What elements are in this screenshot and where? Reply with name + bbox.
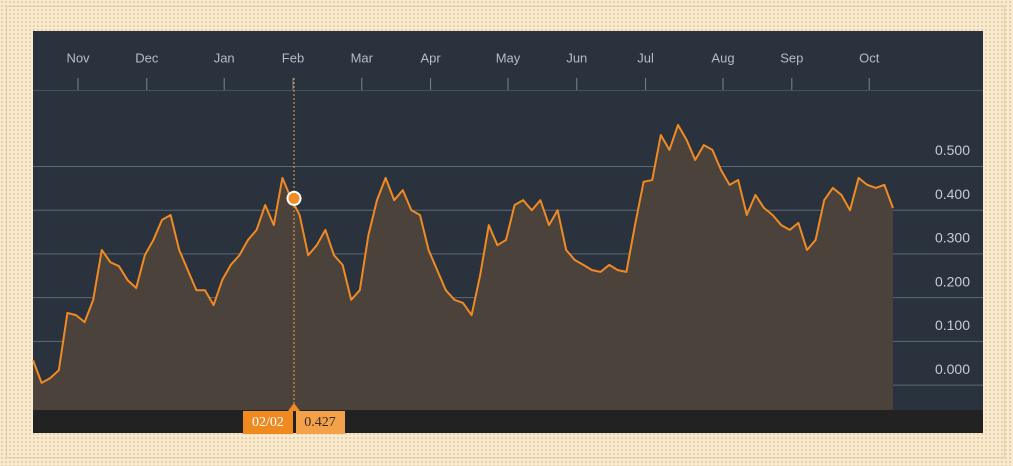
x-tick-label: Feb — [282, 50, 304, 65]
x-tick-label: Jan — [214, 50, 235, 65]
tooltip-date: 02/02 — [252, 415, 284, 430]
tooltip-value: 0.427 — [304, 415, 336, 430]
x-tick-label: Jun — [566, 50, 587, 65]
y-tick-label: 0.400 — [935, 186, 970, 202]
price-line — [32, 123, 894, 384]
y-tick-label: 0.500 — [935, 142, 970, 158]
x-tick-label: Mar — [351, 50, 374, 65]
y-tick-label: 0.100 — [935, 317, 970, 333]
tooltip-pointer — [288, 403, 300, 411]
area-fill — [33, 124, 893, 410]
tooltip-date-box — [243, 411, 293, 434]
footer-bar — [33, 410, 983, 433]
x-tick-label: Dec — [135, 50, 159, 65]
x-tick-label: May — [496, 50, 521, 65]
frame — [6, 6, 1005, 458]
hover-marker — [286, 190, 302, 206]
x-tick-label: Jul — [637, 50, 654, 65]
y-tick-label: 0.200 — [935, 273, 970, 289]
y-tick-label: 0.000 — [935, 361, 970, 377]
y-tick-label: 0.300 — [935, 230, 970, 246]
tooltip-value-box — [296, 411, 345, 434]
x-tick-label: Aug — [711, 50, 734, 65]
x-tick-label: Sep — [780, 50, 803, 65]
x-tick-label: Nov — [66, 50, 90, 65]
x-tick-label: Oct — [859, 50, 880, 65]
x-tick-label: Apr — [420, 50, 441, 65]
